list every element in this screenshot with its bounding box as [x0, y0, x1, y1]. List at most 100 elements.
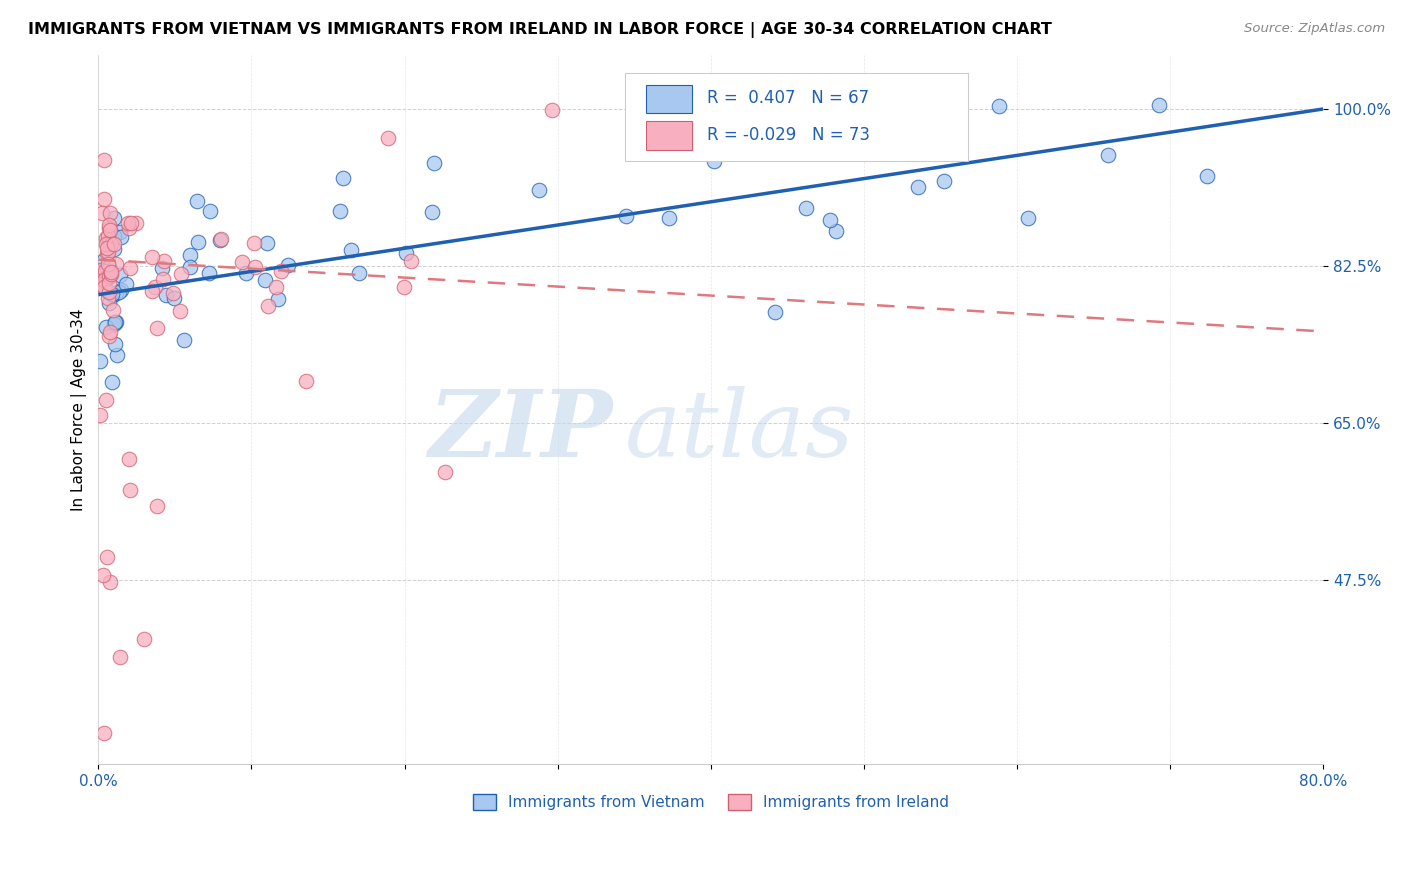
FancyBboxPatch shape [626, 73, 969, 161]
Point [329, 204, 352, 219]
Point [120, 261, 142, 276]
Point [1097, 148, 1119, 162]
Point [394, 246, 416, 260]
Point [988, 99, 1011, 113]
Y-axis label: In Labor Force | Age 30-34: In Labor Force | Age 30-34 [72, 309, 87, 511]
Point [98, 328, 121, 343]
Point [100, 267, 122, 281]
Point [98, 575, 121, 590]
Point [101, 288, 124, 302]
Point [100, 223, 122, 237]
Point [104, 285, 127, 300]
Point [423, 156, 446, 170]
Text: ZIP: ZIP [429, 385, 613, 475]
Point [110, 225, 132, 239]
Point [1147, 98, 1170, 112]
Point [187, 235, 209, 249]
Point [93, 273, 115, 287]
Bar [645, 85, 692, 113]
Point [107, 285, 129, 299]
Point [96, 268, 118, 283]
Point [818, 213, 841, 227]
Point [179, 247, 201, 261]
Point [89, 408, 111, 422]
Point [295, 374, 318, 388]
Point [1195, 169, 1218, 183]
Point [89, 354, 111, 368]
Point [91, 278, 114, 293]
Point [96, 246, 118, 260]
Point [97, 257, 120, 271]
Point [399, 253, 422, 268]
Point [97, 244, 120, 259]
Point [103, 317, 125, 331]
Point [243, 236, 266, 251]
Point [98, 270, 121, 285]
Point [93, 192, 115, 206]
Point [152, 272, 174, 286]
Point [96, 549, 118, 564]
Text: R = -0.029   N = 73: R = -0.029 N = 73 [707, 126, 870, 145]
Point [703, 154, 725, 169]
Point [614, 210, 637, 224]
Point [527, 183, 550, 197]
Point [94, 270, 117, 285]
Point [186, 194, 208, 208]
Point [394, 279, 416, 293]
Text: atlas: atlas [626, 385, 855, 475]
Point [1018, 211, 1040, 225]
Point [340, 244, 363, 258]
Point [209, 233, 232, 247]
Point [541, 103, 564, 117]
Point [209, 232, 232, 246]
Point [103, 211, 125, 225]
Text: Source: ZipAtlas.com: Source: ZipAtlas.com [1244, 22, 1385, 36]
Point [332, 170, 354, 185]
Point [114, 277, 136, 291]
Point [141, 284, 163, 298]
Point [198, 266, 221, 280]
Point [98, 266, 121, 280]
Point [97, 234, 120, 248]
Point [96, 320, 118, 334]
Point [89, 279, 111, 293]
Point [97, 291, 120, 305]
Point [100, 265, 122, 279]
Point [104, 314, 127, 328]
Point [347, 267, 370, 281]
Point [765, 305, 787, 319]
Point [98, 220, 121, 235]
Point [235, 266, 257, 280]
Point [98, 219, 121, 233]
Point [110, 283, 132, 297]
Point [256, 236, 278, 251]
Point [253, 273, 276, 287]
Point [264, 280, 287, 294]
Point [91, 206, 114, 220]
Legend: Immigrants from Vietnam, Immigrants from Ireland: Immigrants from Vietnam, Immigrants from… [467, 789, 955, 816]
Point [98, 268, 121, 283]
Point [118, 221, 141, 235]
Point [825, 224, 848, 238]
Point [96, 236, 118, 251]
Text: IMMIGRANTS FROM VIETNAM VS IMMIGRANTS FROM IRELAND IN LABOR FORCE | AGE 30-34 CO: IMMIGRANTS FROM VIETNAM VS IMMIGRANTS FR… [28, 22, 1052, 38]
Point [90, 262, 112, 277]
Point [934, 173, 956, 187]
Point [103, 236, 125, 251]
Point [198, 203, 221, 218]
Point [110, 649, 132, 664]
Point [101, 287, 124, 301]
Text: R =  0.407   N = 67: R = 0.407 N = 67 [707, 89, 869, 107]
Point [118, 451, 141, 466]
Point [163, 291, 186, 305]
Point [97, 260, 120, 274]
Point [96, 284, 118, 298]
Point [98, 325, 121, 339]
Point [103, 242, 125, 256]
Point [96, 230, 118, 244]
Point [104, 257, 127, 271]
Point [91, 268, 114, 283]
Point [162, 285, 184, 300]
Point [141, 250, 163, 264]
Point [125, 216, 148, 230]
